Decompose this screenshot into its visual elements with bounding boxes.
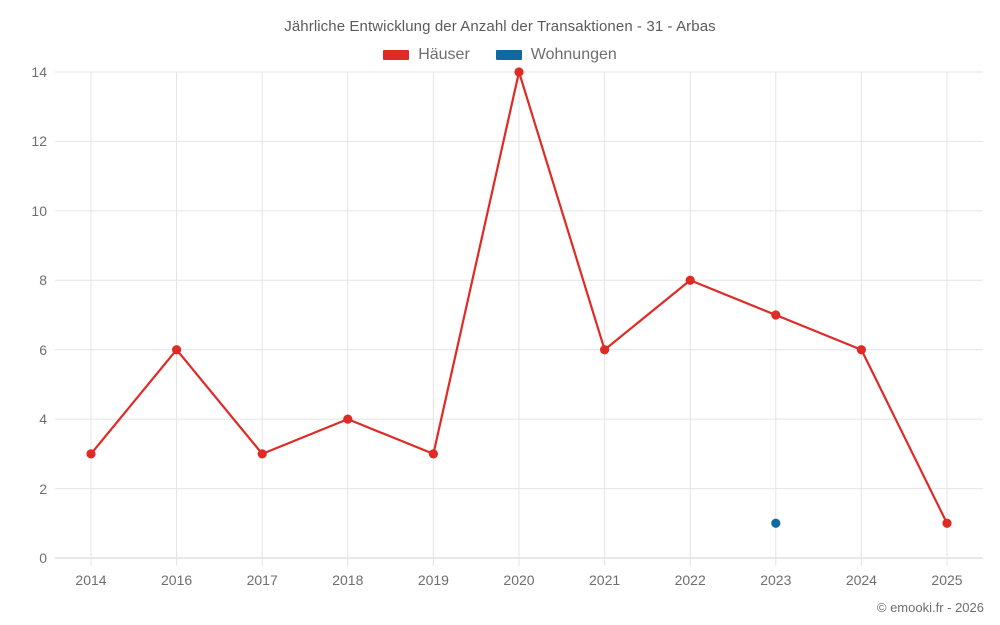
y-tick-label: 10 (31, 202, 47, 219)
x-tick-label: 2019 (417, 572, 449, 588)
y-tick-label: 14 (31, 64, 47, 80)
data-point-hauser[interactable] (257, 449, 267, 459)
data-point-hauser[interactable] (428, 449, 438, 459)
x-tick-label: 2016 (161, 572, 193, 588)
y-tick-label: 6 (39, 341, 47, 358)
x-tick-label: 2023 (760, 572, 792, 588)
data-point-hauser[interactable] (685, 275, 695, 285)
legend-label-wohnungen: Wohnungen (530, 46, 617, 63)
data-point-hauser[interactable] (343, 414, 353, 424)
data-point-hauser[interactable] (771, 310, 781, 320)
y-tick-label: 0 (39, 550, 47, 566)
x-tick-label: 2020 (503, 572, 535, 588)
data-point-hauser[interactable] (856, 345, 867, 355)
chart-title: Jährliche Entwicklung der Anzahl der Tra… (284, 18, 716, 35)
legend-item-wohnungen[interactable]: Wohnungen (495, 46, 617, 64)
y-tick-label: 8 (39, 272, 47, 289)
data-point-hauser[interactable] (172, 345, 182, 355)
data-point-hauser[interactable] (514, 67, 524, 77)
x-tick-label: 2018 (332, 572, 364, 588)
x-tick-label: 2021 (589, 572, 621, 588)
x-tick-label: 2022 (674, 572, 706, 588)
chart-legend: Häuser Wohnungen (0, 44, 1000, 66)
data-point-hauser[interactable] (86, 449, 96, 459)
legend-label-hauser: Häuser (418, 46, 470, 63)
x-tick-label: 2014 (75, 572, 107, 588)
y-tick-label: 4 (39, 411, 47, 428)
legend-item-hauser[interactable]: Häuser (383, 46, 470, 64)
x-tick-label: 2017 (246, 572, 278, 588)
x-tick-label: 2024 (845, 572, 877, 588)
legend-swatch-wohnungen-icon (495, 50, 522, 60)
x-tick-label: 2025 (931, 572, 963, 588)
y-tick-label: 2 (39, 480, 47, 497)
footer-credit: © emooki.fr - 2026 (876, 600, 984, 615)
data-point-hauser[interactable] (600, 345, 610, 355)
legend-swatch-hauser-icon (383, 50, 410, 60)
data-point-wohnungen[interactable] (771, 518, 781, 528)
y-tick-label: 12 (31, 133, 47, 150)
data-point-hauser[interactable] (942, 518, 952, 528)
